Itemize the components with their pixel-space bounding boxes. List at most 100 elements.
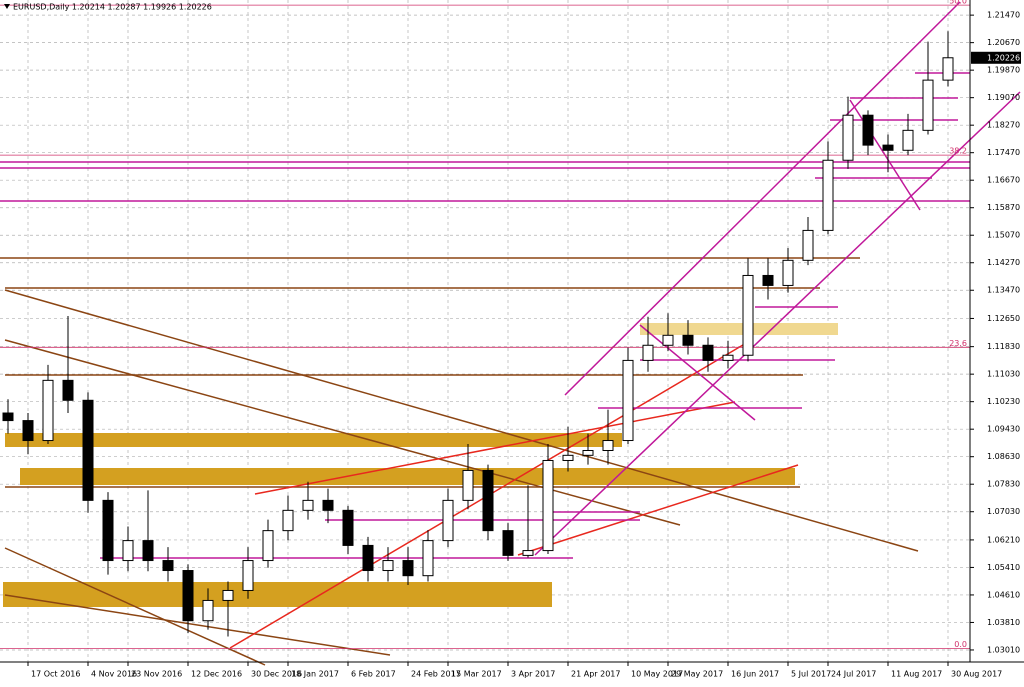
axes: 1.21470 1.20670 1.19870 1.19070 1.18270 1.174… — [27, 11, 1021, 679]
y-tick-label: 1.09430 — [987, 425, 1020, 434]
candle-body — [562, 454, 574, 461]
x-tick-label: 24 Jul 2017 — [831, 670, 876, 679]
chart-title: EURUSD,Daily 1.20214 1.20287 1.19926 1.2… — [13, 3, 212, 12]
x-tick-label: 10 May 2017 — [631, 670, 683, 679]
y-tick-label: 1.07030 — [987, 507, 1020, 516]
magenta-lines — [0, 1, 1021, 559]
y-tick-label: 1.19070 — [987, 93, 1020, 102]
candle-body — [162, 560, 174, 572]
x-tick-label: 30 Aug 2017 — [951, 670, 1002, 679]
candle-body — [122, 540, 134, 562]
y-tick-label: 1.03010 — [987, 645, 1020, 654]
y-tick-label: 1.15070 — [987, 231, 1020, 240]
y-tick-label: 1.07830 — [987, 480, 1020, 489]
candle-body — [902, 129, 914, 151]
y-tick-label: 1.11830 — [987, 342, 1020, 351]
fib-label: 38.2 — [949, 147, 967, 156]
candle-body — [462, 469, 474, 501]
x-tick-label: 23 Nov 2016 — [131, 670, 182, 679]
candle-body — [542, 459, 554, 552]
y-tick-label: 1.05410 — [987, 563, 1020, 572]
x-tick-label: 17 Oct 2016 — [31, 670, 80, 679]
candle-body — [702, 344, 714, 361]
candle-body — [262, 530, 274, 562]
candle-body — [22, 420, 34, 442]
candle-body — [482, 469, 494, 532]
y-tick-label: 1.04610 — [987, 590, 1020, 599]
y-tick-label: 1.06210 — [987, 535, 1020, 544]
zone — [20, 468, 795, 485]
candle-body — [402, 560, 414, 577]
candle-body — [342, 509, 354, 546]
candle-body — [42, 379, 54, 442]
candle-body — [662, 334, 674, 346]
x-tick-label: 3 Apr 2017 — [511, 670, 555, 679]
zone — [5, 433, 622, 447]
x-tick-label: 15 Mar 2017 — [451, 670, 502, 679]
x-tick-label: 6 Feb 2017 — [351, 670, 396, 679]
candle-body — [782, 259, 794, 286]
candle-body — [742, 274, 754, 356]
zone — [640, 323, 838, 335]
candle-body — [802, 229, 814, 261]
candle-body — [862, 114, 874, 146]
fib-levels: 50.0 38.2 23.6 0.0 — [0, 0, 970, 649]
y-tick-label: 1.21470 — [987, 11, 1020, 20]
candle-body — [62, 379, 74, 401]
candle-body — [202, 599, 214, 622]
x-tick-label: 5 Jul 2017 — [791, 670, 831, 679]
y-tick-label: 1.08630 — [987, 452, 1020, 461]
candle-body — [922, 79, 934, 131]
x-tick-label: 30 Dec 2016 — [251, 670, 302, 679]
menu-arrow[interactable] — [4, 4, 10, 9]
x-tick-label: 11 Aug 2017 — [891, 670, 942, 679]
last-price-label: 1.20226 — [987, 53, 1020, 62]
candle-body — [2, 412, 14, 422]
x-tick-label: 29 May 2017 — [671, 670, 723, 679]
x-tick-label: 24 Feb 2017 — [411, 670, 461, 679]
candle-body — [582, 450, 594, 456]
y-tick-label: 1.15870 — [987, 203, 1020, 212]
candle-body — [102, 499, 114, 562]
x-tick-label: 12 Dec 2016 — [191, 670, 242, 679]
candle-body — [842, 114, 854, 161]
candle-body — [642, 344, 654, 361]
candle-body — [322, 499, 334, 511]
candle-body — [522, 550, 534, 556]
candle-body — [602, 440, 614, 452]
candle-body — [142, 540, 154, 562]
fib-label: 23.6 — [949, 339, 967, 348]
y-tick-label: 1.16670 — [987, 176, 1020, 185]
candles — [2, 31, 954, 637]
candle-body — [762, 274, 774, 286]
candle-body — [82, 399, 94, 501]
x-tick-label: 18 Jan 2017 — [291, 670, 339, 679]
y-tick-label: 1.14270 — [987, 258, 1020, 267]
y-tick-label: 1.17470 — [987, 148, 1020, 157]
last-price-box — [971, 51, 1021, 64]
candle-body — [722, 354, 734, 361]
brown-lines — [0, 257, 919, 666]
y-tick-label: 1.12650 — [987, 314, 1020, 323]
y-tick-label: 1.10230 — [987, 397, 1020, 406]
y-tick-label: 1.13470 — [987, 286, 1020, 295]
candle-body — [282, 509, 294, 532]
candle-body — [182, 570, 194, 622]
y-tick-label: 1.18270 — [987, 121, 1020, 130]
candle-body — [882, 144, 894, 151]
candle-body — [822, 159, 834, 231]
candle-body — [622, 359, 634, 442]
candle-body — [442, 499, 454, 542]
y-tick-label: 1.19870 — [987, 66, 1020, 75]
fib-label: 50.0 — [949, 0, 967, 6]
y-tick-label: 1.11030 — [987, 370, 1020, 379]
candle-body — [362, 544, 374, 572]
x-tick-label: 16 Jun 2017 — [731, 670, 779, 679]
candle-body — [502, 530, 514, 556]
candle-body — [682, 334, 694, 346]
candle-body — [942, 57, 954, 81]
drawings — [0, 1, 1021, 666]
candle-body — [422, 540, 434, 577]
x-tick-label: 4 Nov 2016 — [91, 670, 137, 679]
